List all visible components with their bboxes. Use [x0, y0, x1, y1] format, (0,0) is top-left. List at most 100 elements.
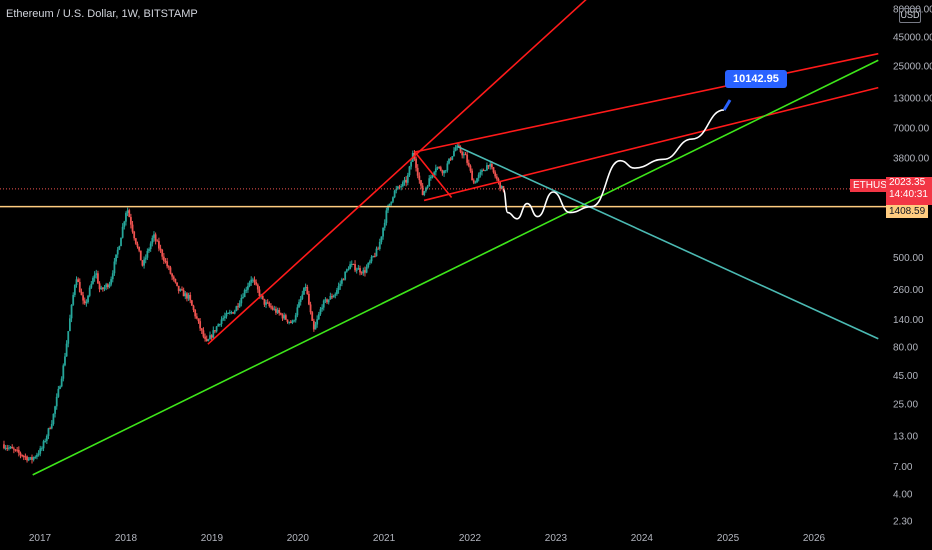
- candle-body: [377, 248, 380, 250]
- candle-body: [383, 222, 386, 228]
- candle-body: [251, 279, 254, 281]
- candle-body: [502, 186, 505, 191]
- candle-body: [101, 287, 104, 290]
- trendline[interactable]: [207, 0, 771, 345]
- support-level-tag: 1408.59: [886, 205, 928, 218]
- candle-body: [70, 304, 73, 319]
- candle-body: [82, 295, 84, 301]
- candle-body: [446, 163, 449, 171]
- candle-body: [284, 315, 287, 320]
- candle-body: [149, 243, 152, 250]
- candle-body: [256, 284, 259, 290]
- candle-body: [110, 279, 113, 285]
- candle-body: [462, 154, 465, 156]
- candle-body: [270, 306, 272, 308]
- candle-body: [365, 267, 368, 273]
- candle-body: [100, 287, 103, 290]
- forecast-path[interactable]: [502, 109, 725, 220]
- candle-body: [151, 237, 154, 244]
- candle-body: [324, 299, 327, 301]
- candle-body: [355, 269, 358, 271]
- currency-button[interactable]: USD: [899, 8, 921, 23]
- candle-body: [125, 213, 127, 222]
- candle-body: [489, 163, 492, 167]
- candle-body: [144, 257, 147, 260]
- candle-body: [3, 444, 5, 449]
- x-tick-label: 2022: [459, 533, 482, 544]
- candle-body: [200, 328, 203, 331]
- candle-body: [113, 261, 116, 274]
- trendline[interactable]: [414, 151, 453, 198]
- last-price-tag: 2023.35 14:40:31: [886, 177, 932, 205]
- candle-body: [116, 249, 119, 255]
- candle-body: [133, 231, 136, 239]
- candle-body: [390, 201, 393, 204]
- trendline[interactable]: [414, 52, 879, 153]
- candle-body: [242, 297, 244, 299]
- candle-body: [115, 254, 117, 262]
- candle-body: [321, 307, 323, 310]
- candle-body: [245, 289, 248, 291]
- trendline[interactable]: [32, 59, 879, 476]
- candle-body: [95, 273, 98, 275]
- candle-body: [428, 178, 431, 187]
- candle-body: [349, 264, 352, 270]
- trendline[interactable]: [457, 145, 879, 340]
- candle-body: [92, 277, 94, 284]
- candle-body: [420, 180, 422, 186]
- candle-body: [159, 248, 162, 250]
- candle-body: [319, 309, 322, 315]
- x-tick-label: 2023: [545, 533, 568, 544]
- candle-body: [146, 250, 149, 258]
- candle-body: [385, 210, 388, 223]
- y-tick-label: 13.00: [893, 432, 918, 443]
- candle-body: [80, 292, 83, 296]
- candle-body: [166, 261, 169, 267]
- candle-body: [230, 312, 233, 314]
- candle-body: [497, 178, 500, 182]
- y-tick-label: 80000.00: [893, 4, 932, 15]
- y-tick-label: 2.30: [893, 517, 913, 528]
- candle-body: [45, 435, 48, 441]
- candle-body: [75, 279, 78, 286]
- y-tick-label: 45.00: [893, 371, 918, 382]
- candle-body: [311, 312, 314, 321]
- candle-body: [120, 237, 122, 247]
- price-axis[interactable]: 2.30 4.00 7.00 13.00 25.00 45.00 80.00 140.00 26…: [893, 4, 932, 527]
- candle-body: [47, 428, 50, 436]
- candle-body: [31, 457, 33, 460]
- candle-body: [332, 295, 335, 298]
- candle-body: [299, 298, 302, 303]
- candle-body: [205, 338, 208, 342]
- candle-body: [429, 176, 432, 179]
- candle-body: [59, 386, 61, 389]
- candle-body: [352, 263, 355, 265]
- candle-body: [431, 175, 434, 177]
- candle-body: [67, 331, 70, 344]
- y-tick-label: 260.00: [893, 285, 924, 296]
- candle-body: [316, 319, 319, 325]
- candle-body: [344, 271, 347, 280]
- candle-body: [271, 307, 274, 310]
- candle-body: [434, 168, 437, 173]
- candle-body: [225, 313, 228, 317]
- candle-body: [39, 448, 42, 454]
- candle-body: [263, 298, 266, 305]
- candle-body: [83, 300, 86, 304]
- candle-body: [190, 300, 193, 306]
- time-axis[interactable]: 2017 2018 2019 2020 2021 2022 2023 2024 2025 2026: [29, 533, 826, 544]
- candle-body: [314, 324, 317, 330]
- trendline[interactable]: [423, 86, 879, 202]
- chart-title: Ethereum / U.S. Dollar, 1W, BITSTAMP: [6, 8, 198, 20]
- candle-body: [250, 279, 253, 283]
- candle-body: [317, 314, 320, 320]
- candle-body: [286, 319, 289, 322]
- candle-body: [433, 172, 436, 176]
- candle-body: [27, 458, 30, 461]
- candle-body: [258, 289, 261, 297]
- candle-body: [40, 448, 43, 450]
- candle-body: [207, 339, 210, 342]
- candle-body: [312, 320, 315, 330]
- candle-body: [372, 256, 375, 258]
